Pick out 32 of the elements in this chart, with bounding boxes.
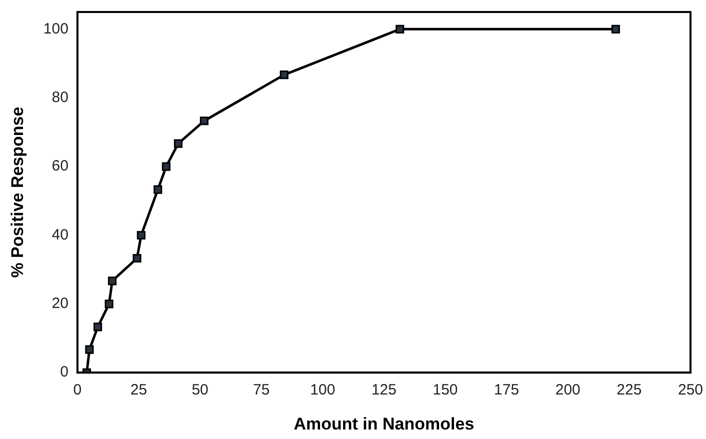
- point: [85, 345, 94, 354]
- x-tick-label: 200: [555, 382, 580, 399]
- y-tick-label: 100: [43, 20, 68, 38]
- point: [93, 322, 102, 332]
- point: [174, 139, 182, 148]
- point: [154, 185, 162, 194]
- x-tick-label: 25: [130, 382, 148, 399]
- y-tick-label: 0: [60, 364, 68, 381]
- x-axis-title: Amount in Nanomoles: [294, 414, 474, 434]
- y-tick-label: 40: [52, 226, 68, 244]
- x-tick-label: 100: [310, 382, 336, 399]
- y-tick-label: 60: [52, 158, 68, 175]
- x-tick-label: 250: [678, 382, 703, 399]
- point: [162, 162, 170, 171]
- point: [396, 24, 404, 34]
- x-tick-label: 75: [253, 382, 270, 399]
- point: [611, 24, 620, 34]
- point: [136, 230, 146, 240]
- point: [132, 254, 142, 263]
- point: [108, 276, 117, 286]
- y-tick-label: 80: [52, 89, 68, 106]
- x-tick-label: 175: [494, 382, 520, 399]
- y-axis-title: % Positive Response: [8, 106, 27, 278]
- point: [200, 116, 208, 126]
- y-tick-label: 20: [52, 295, 68, 312]
- point: [280, 70, 288, 80]
- point: [104, 300, 114, 308]
- x-tick-label: 50: [192, 382, 208, 399]
- x-tick-label: 150: [432, 382, 458, 399]
- x-tick-label: 0: [73, 382, 82, 399]
- x-tick-label: 225: [616, 382, 642, 399]
- x-tick-label: 125: [371, 382, 396, 399]
